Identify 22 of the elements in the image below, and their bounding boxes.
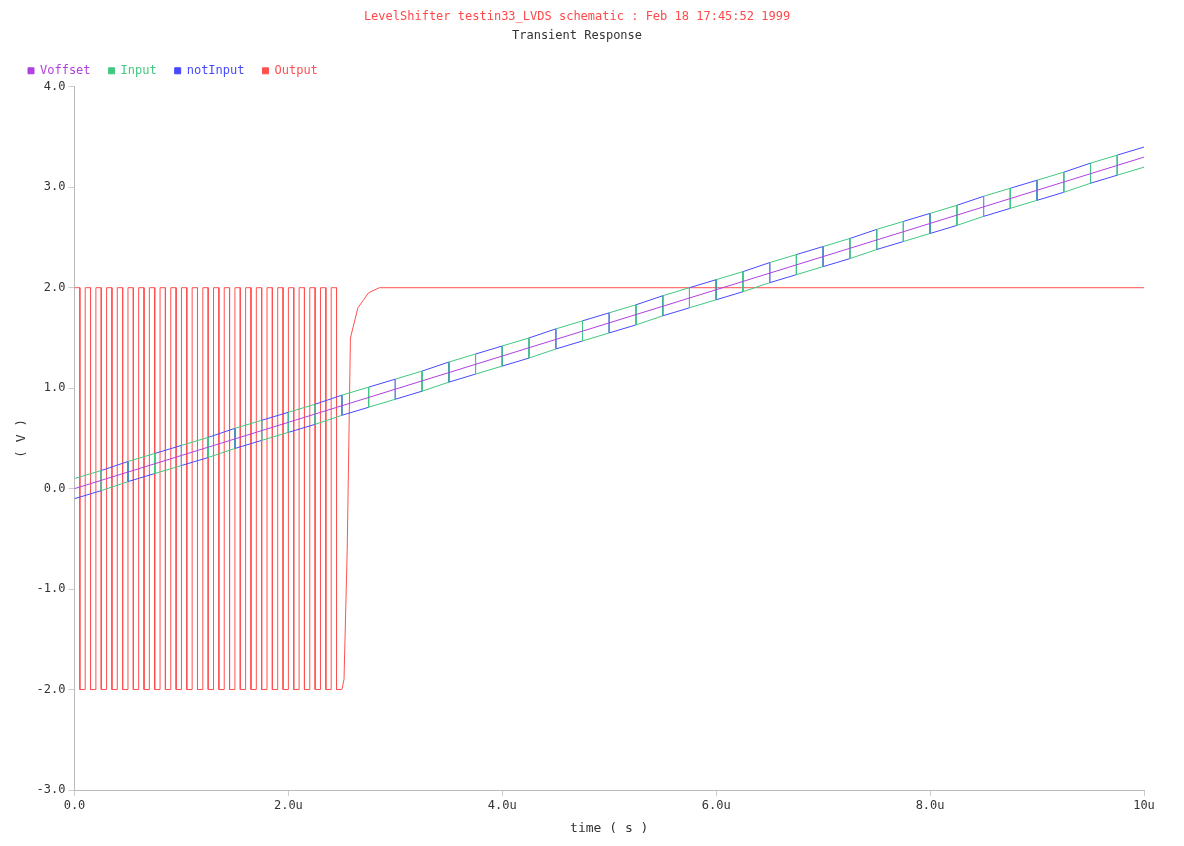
y-tick-label: -3.0 [36, 782, 66, 797]
y-tick-label: 2.0 [43, 279, 66, 294]
x-axis-title: time ( s ) [570, 819, 649, 835]
y-tick-label: 0.0 [43, 480, 66, 495]
x-tick-label: 10u [1133, 798, 1155, 813]
legend-label: Voffset [40, 62, 91, 77]
x-tick-label: 2.0u [273, 798, 303, 813]
chart-title: LevelShifter testin33_LVDS schematic : Feb 18 17:45:52 1999 [363, 9, 791, 24]
y-tick-label: 4.0 [43, 78, 66, 93]
legend-label: notInput [186, 62, 245, 77]
x-tick-label: 0.0 [63, 798, 86, 813]
chart-subtitle: Transient Response [511, 27, 643, 42]
y-tick-label: 3.0 [43, 179, 66, 194]
y-tick-label: 1.0 [43, 380, 66, 395]
legend-label: Output [274, 62, 318, 77]
y-tick-label: -2.0 [36, 681, 66, 696]
y-tick-label: -1.0 [36, 581, 66, 596]
y-axis-title: ( V ) [13, 418, 29, 458]
x-tick-label: 8.0u [915, 798, 945, 813]
x-tick-label: 6.0u [701, 798, 731, 813]
x-tick-label: 4.0u [487, 798, 517, 813]
legend-label: Input [120, 62, 157, 77]
